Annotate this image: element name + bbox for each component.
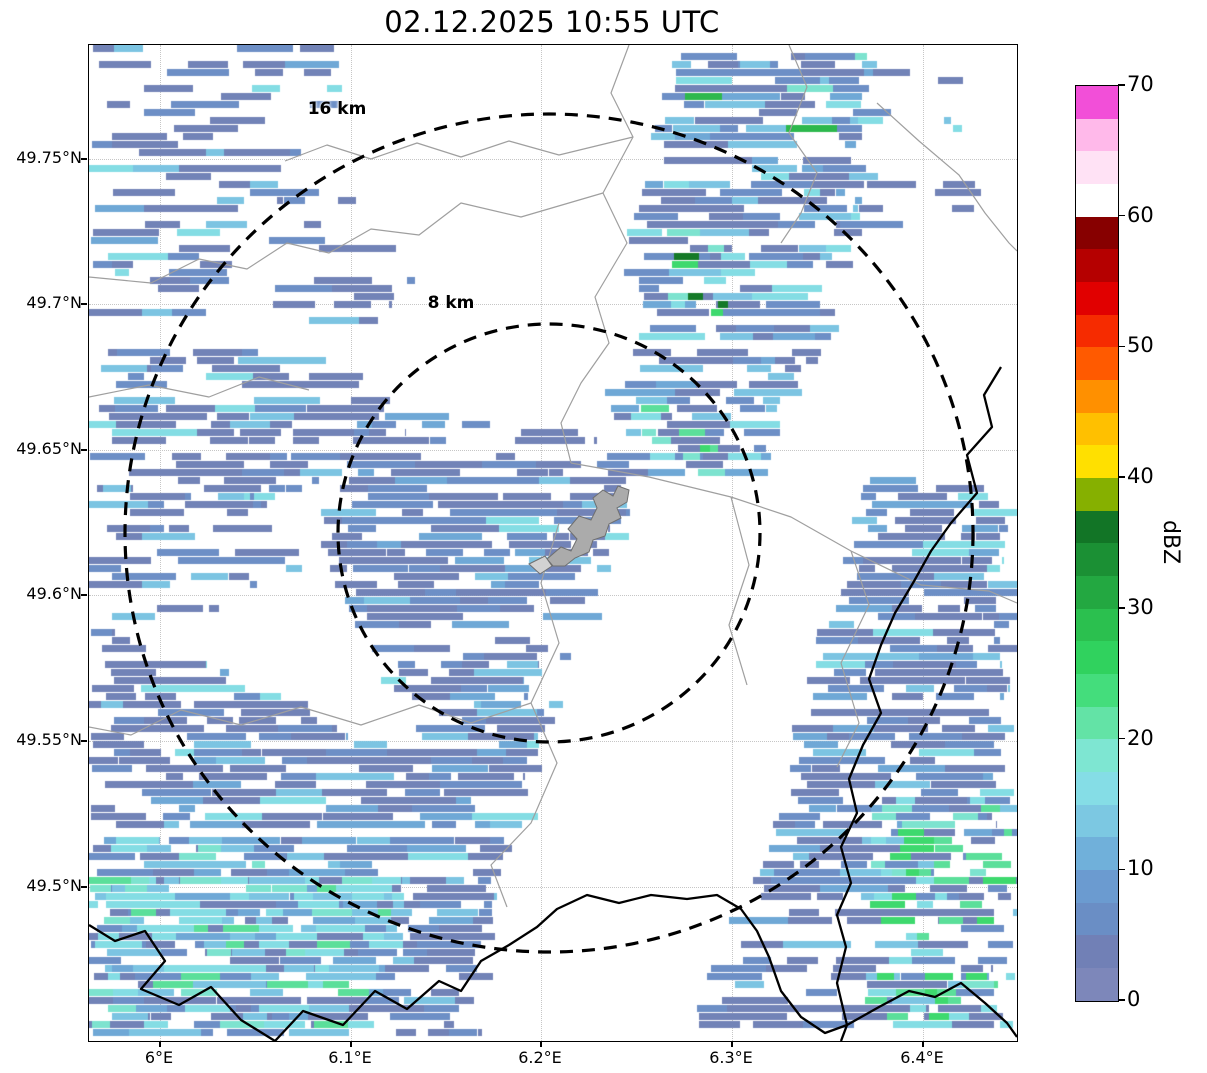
plot-title: 02.12.2025 10:55 UTC (384, 5, 720, 39)
range-ring-16km-label: 16 km (307, 99, 367, 119)
y-tick-label: 49.65°N (16, 439, 82, 458)
national-border-line (835, 366, 1002, 1041)
colorbar-tick-mark (1118, 999, 1125, 1001)
y-tick-mark (81, 740, 87, 742)
map-plot-area: 16 km 8 km (88, 44, 1018, 1042)
x-tick-label: 6°E (144, 1048, 174, 1067)
colorbar-label-text: dBZ (1158, 520, 1183, 565)
range-ring-16km (123, 112, 975, 954)
colorbar-segment (1076, 706, 1118, 740)
colorbar-tick-label: 10 (1127, 856, 1154, 881)
colorbar-segment (1076, 739, 1118, 773)
range-ring-8km (336, 322, 762, 744)
x-tick-label: 6.3°E (709, 1048, 753, 1067)
colorbar-segment (1076, 478, 1118, 511)
colorbar-segment (1076, 314, 1118, 348)
national-border-line (89, 924, 276, 1041)
map-overlay-layer (89, 45, 1017, 1041)
colorbar-tick-label: 70 (1127, 72, 1154, 96)
x-tick-label: 6.2°E (518, 1048, 562, 1067)
colorbar-tick-mark (1118, 84, 1125, 86)
colorbar-segment (1076, 804, 1118, 838)
colorbar-segment (1076, 151, 1118, 185)
x-tick-mark (731, 1041, 733, 1047)
colorbar-axis-label: dBZ (1158, 85, 1183, 1000)
y-tick-mark (81, 303, 87, 305)
admin-boundary-line (570, 462, 1017, 604)
colorbar (1075, 85, 1119, 1002)
y-tick-label: 49.5°N (26, 876, 82, 895)
colorbar-segment (1076, 772, 1118, 805)
range-ring-8km-label: 8 km (427, 293, 475, 313)
y-tick-label: 49.55°N (16, 730, 82, 749)
city-outline-shape (546, 485, 630, 567)
y-tick-label: 49.75°N (16, 148, 82, 167)
colorbar-segment (1076, 935, 1118, 969)
x-tick-label: 6.4°E (900, 1048, 944, 1067)
colorbar-segment (1076, 86, 1118, 119)
x-tick-mark (540, 1041, 542, 1047)
colorbar-tick-label: 40 (1127, 464, 1154, 489)
admin-boundary-line (780, 45, 818, 244)
colorbar-segment (1076, 674, 1118, 707)
y-tick-mark (81, 886, 87, 888)
admin-boundary-line (284, 136, 634, 162)
admin-boundary-line (89, 376, 310, 398)
colorbar-segment (1076, 445, 1118, 479)
colorbar-segment (1076, 282, 1118, 315)
y-tick-mark (81, 158, 87, 160)
colorbar-tick-mark (1118, 607, 1125, 609)
colorbar-tick-label: 60 (1127, 202, 1154, 227)
colorbar-segment (1076, 184, 1118, 217)
national-border-line (846, 981, 1017, 1038)
colorbar-tick-mark (1118, 345, 1125, 348)
y-tick-mark (81, 594, 87, 596)
y-tick-label: 49.7°N (26, 293, 82, 312)
x-tick-label: 6.1°E (328, 1048, 372, 1067)
colorbar-segment (1076, 968, 1118, 1001)
colorbar-segment (1076, 118, 1118, 152)
admin-boundary-line (560, 45, 634, 464)
colorbar-segment (1076, 249, 1118, 283)
x-tick-mark (159, 1041, 161, 1047)
colorbar-tick-label: 20 (1127, 725, 1154, 750)
colorbar-tick-mark (1118, 476, 1125, 478)
y-tick-mark (81, 449, 87, 451)
admin-boundary-line (728, 496, 750, 686)
colorbar-segment (1076, 510, 1118, 544)
colorbar-segment (1076, 412, 1118, 446)
colorbar-tick-label: 50 (1127, 333, 1154, 358)
admin-boundary-line (89, 702, 532, 736)
colorbar-segment (1076, 576, 1118, 609)
colorbar-segment (1076, 641, 1118, 675)
colorbar-segment (1076, 380, 1118, 413)
colorbar-tick-label: 30 (1127, 594, 1154, 619)
colorbar-segment (1076, 870, 1118, 903)
colorbar-tick-mark (1118, 214, 1125, 217)
colorbar-tick-mark (1118, 868, 1125, 871)
colorbar-segment (1076, 837, 1118, 871)
y-tick-label: 49.6°N (26, 584, 82, 603)
x-tick-mark (922, 1041, 924, 1047)
admin-boundary-line (89, 192, 604, 284)
colorbar-segment (1076, 543, 1118, 577)
colorbar-segment (1076, 902, 1118, 936)
colorbar-segment (1076, 347, 1118, 381)
national-border-line (274, 893, 848, 1041)
colorbar-tick-label: 0 (1127, 987, 1141, 1011)
admin-boundary-line (490, 522, 560, 908)
city-outline-annex-shape (528, 555, 553, 575)
admin-boundary-line (876, 102, 1017, 252)
x-tick-mark (350, 1041, 352, 1047)
colorbar-segment (1076, 608, 1118, 642)
colorbar-segment (1076, 216, 1118, 250)
colorbar-tick-mark (1118, 737, 1125, 740)
admin-boundary-line (836, 550, 870, 768)
